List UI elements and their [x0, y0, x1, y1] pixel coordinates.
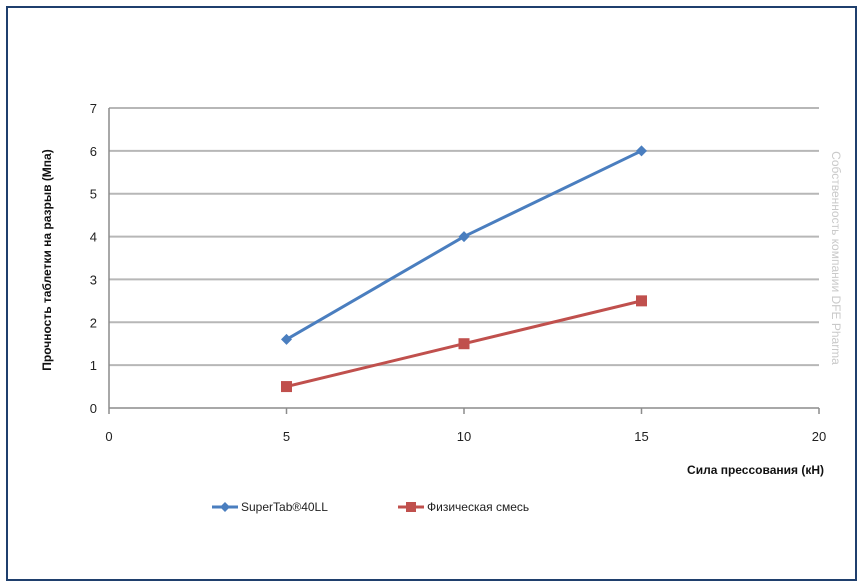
y-tick-label: 0 [90, 401, 97, 416]
legend: SuperTab®40LL Физическая смесь [212, 500, 529, 514]
x-tick-label: 0 [105, 429, 112, 444]
x-tick-label: 5 [283, 429, 290, 444]
data-point-s0-p1 [458, 231, 470, 243]
series-line-0 [285, 149, 643, 341]
watermark-text: Собственность компании DFE Pharma [829, 151, 843, 365]
y-tick-label: 2 [90, 315, 97, 330]
legend-marker-supertab [220, 502, 230, 512]
y-tick-label: 3 [90, 272, 97, 287]
x-axis-title: Сила прессования (кН) [687, 463, 824, 477]
x-tick-label: 10 [457, 429, 471, 444]
legend-label-mixture: Физическая смесь [427, 500, 529, 514]
y-tick-label: 5 [90, 187, 97, 202]
grid-lines [109, 107, 819, 367]
y-tick-label: 1 [90, 358, 97, 373]
legend-marker-mixture [406, 502, 416, 512]
data-point-s0-p2 [636, 145, 647, 157]
legend-item-mixture: Физическая смесь [398, 500, 529, 514]
y-tick-label: 4 [90, 230, 97, 245]
data-point-s0-p0 [281, 333, 292, 345]
data-point-s1-p2 [636, 295, 647, 307]
legend-item-supertab: SuperTab®40LL [212, 500, 328, 514]
y-axis-title: Прочность таблетки на разрыв (Мпа) [40, 149, 54, 370]
legend-label-supertab: SuperTab®40LL [241, 500, 328, 514]
axes [108, 108, 820, 414]
x-tick-label: 15 [634, 429, 648, 444]
chart-frame [6, 6, 857, 581]
y-tick-label: 7 [90, 101, 97, 116]
y-tick-label: 6 [90, 144, 97, 159]
tick-labels: 0 1 2 3 4 5 6 7 0 5 10 15 20 [90, 101, 826, 444]
series-lines [281, 145, 647, 393]
x-tick-label: 20 [812, 429, 826, 444]
data-point-s1-p0 [281, 381, 292, 393]
data-point-s1-p1 [458, 338, 470, 350]
